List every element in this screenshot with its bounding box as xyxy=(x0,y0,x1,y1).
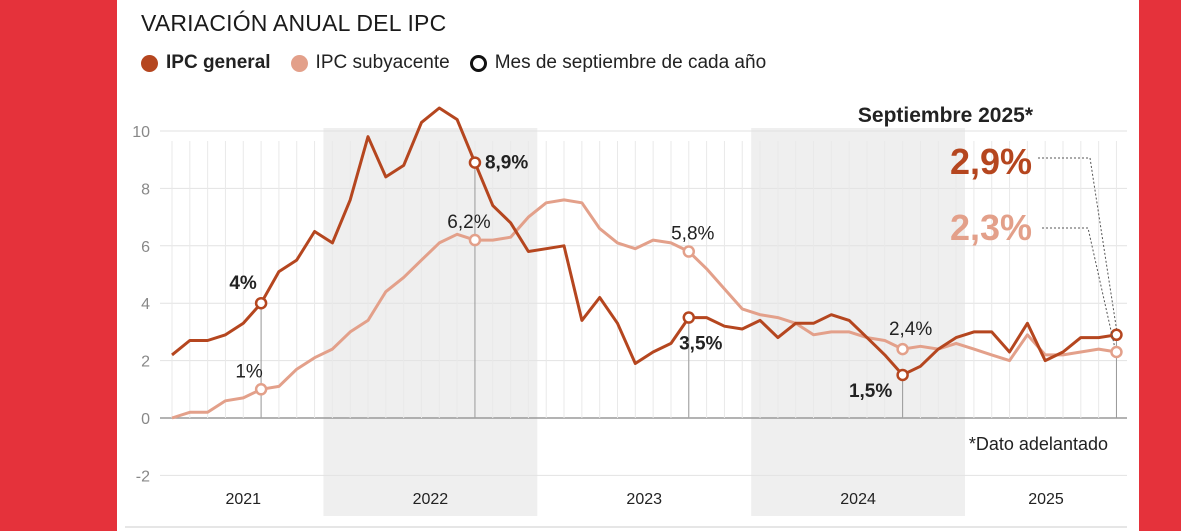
annotation-label-2024-09-general: 1,5% xyxy=(849,381,892,402)
annotation-label-2024-09-subyacente: 2,4% xyxy=(889,319,932,340)
y-tick-label-4: 4 xyxy=(141,296,150,313)
legend-label-september: Mes de septiembre de cada año xyxy=(494,52,767,73)
annotation-label-2022-09-subyacente: 6,2% xyxy=(447,212,490,233)
september-point-general-2022 xyxy=(468,156,482,169)
y-tick-label-6: 6 xyxy=(141,239,150,256)
september-point-subyacente-2022 xyxy=(468,233,482,247)
legend-label-general: IPC general xyxy=(166,52,271,73)
annotation-label-2022-09-general: 8,9% xyxy=(485,153,528,174)
annotation-label-2023-09-subyacente: 5,8% xyxy=(671,224,714,245)
legend-item-general: IPC general xyxy=(141,52,271,74)
series-line-ipc-general xyxy=(171,106,1117,377)
x-tick-label-2023: 2023 xyxy=(626,491,662,508)
callout-connector-general xyxy=(1038,157,1117,329)
callout-general-value: 2,9% xyxy=(950,141,1032,182)
legend-ring-icon xyxy=(469,54,487,72)
year-shade-2024 xyxy=(751,128,965,516)
september-point-general-2025 xyxy=(1110,328,1123,342)
legend-item-september: Mes de septiembre de cada año xyxy=(469,52,767,74)
annotation-label-2021-09-general: 4% xyxy=(229,273,257,294)
september-point-subyacente-2025 xyxy=(1110,345,1123,359)
september-point-subyacente-2023 xyxy=(682,245,696,258)
y-tick-label-2: 2 xyxy=(141,354,150,371)
left-frame-band xyxy=(0,0,117,531)
legend-dot-general-icon xyxy=(141,54,158,72)
x-tick-label-2024: 2024 xyxy=(840,491,876,508)
september-point-general-2021 xyxy=(254,296,268,310)
x-tick-label-2021: 2021 xyxy=(225,491,261,508)
legend-item-subyacente: IPC subyacente xyxy=(290,52,450,74)
legend-label-subyacente: IPC subyacente xyxy=(315,52,450,73)
september-point-general-2023 xyxy=(682,311,696,324)
september-point-subyacente-2021 xyxy=(254,383,268,396)
september-point-subyacente-2024 xyxy=(896,342,909,356)
legend-dot-subyacente-icon xyxy=(290,54,308,72)
chart-legend: IPC general IPC subyacente Mes de septie… xyxy=(141,52,786,74)
x-tick-label-2022: 2022 xyxy=(413,491,449,508)
y-tick-label-8: 8 xyxy=(141,181,150,198)
y-tick-label--2: -2 xyxy=(136,468,150,485)
footnote: *Dato adelantado xyxy=(969,434,1108,454)
annotation-label-2023-09-general: 3,5% xyxy=(679,334,722,355)
annotation-label-2021-09-subyacente: 1% xyxy=(235,361,263,382)
callout-connector-subyacente xyxy=(1042,227,1115,347)
chart-title: VARIACIÓN ANUAL DEL IPC xyxy=(141,10,447,36)
right-frame-band xyxy=(1139,0,1181,531)
y-tick-label-0: 0 xyxy=(141,411,150,428)
year-shade-2022 xyxy=(323,128,538,516)
x-tick-label-2025: 2025 xyxy=(1028,491,1064,508)
series-line-ipc-subyacente xyxy=(171,198,1117,420)
callout-subyacente-value: 2,3% xyxy=(950,207,1032,248)
y-tick-label-10: 10 xyxy=(132,124,150,141)
callout-title: Septiembre 2025* xyxy=(858,104,1034,127)
september-point-general-2024 xyxy=(896,368,909,382)
